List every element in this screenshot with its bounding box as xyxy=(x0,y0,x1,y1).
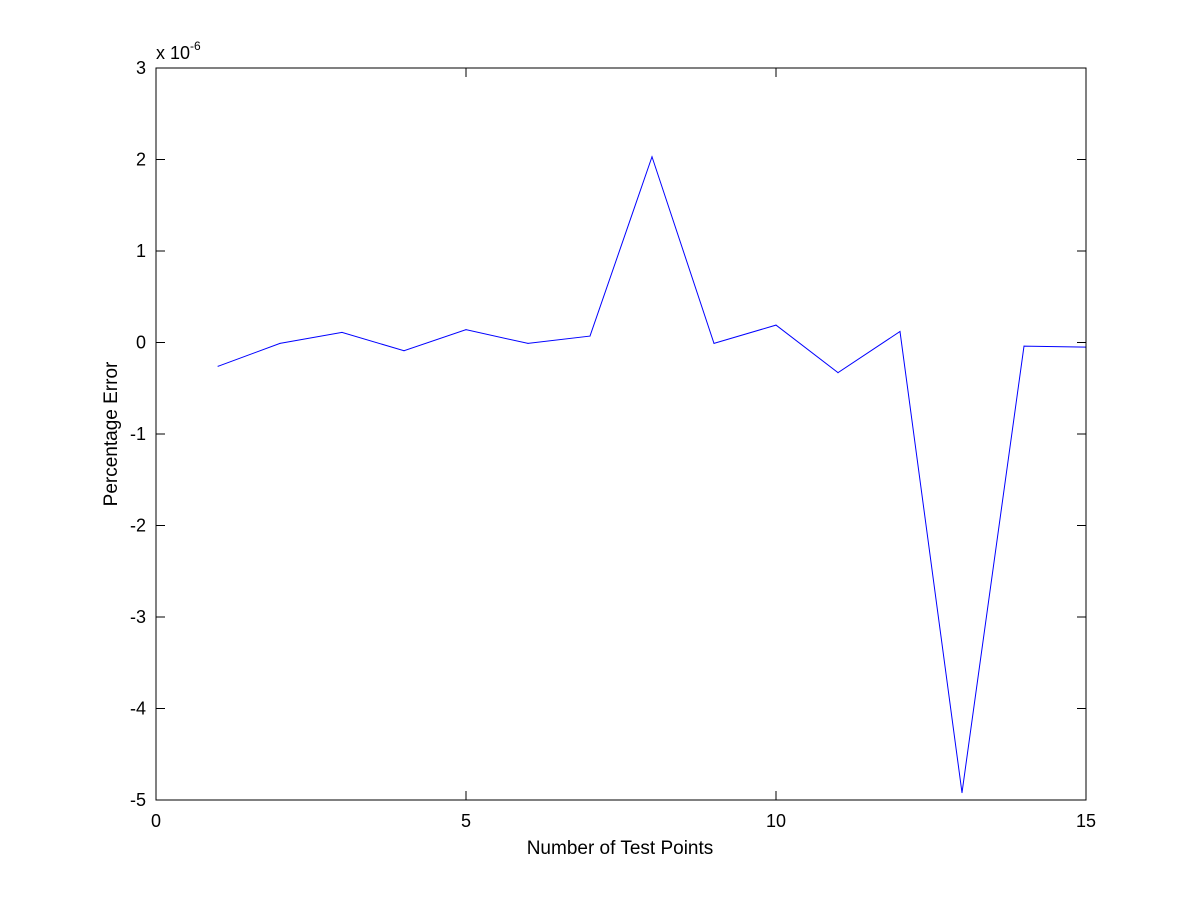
y-tick-label: 2 xyxy=(136,150,146,170)
data-point xyxy=(837,372,839,374)
x-axis-label: Number of Test Points xyxy=(527,838,714,859)
plot-area xyxy=(156,68,1086,800)
y-multiplier-label: x 10-6 xyxy=(156,39,201,63)
data-point xyxy=(279,342,281,344)
y-tick-label: -5 xyxy=(130,790,146,810)
tick-labels: 0 5 10 15 -5 -4 -3 -2 -1 0 1 2 3 xyxy=(130,58,1096,831)
y-tick-label: -2 xyxy=(130,516,146,536)
data-point xyxy=(341,331,343,333)
y-multiplier-prefix: x 10 xyxy=(156,43,190,63)
data-point xyxy=(713,342,715,344)
data-point xyxy=(589,335,591,337)
y-tick-label: 3 xyxy=(136,58,146,78)
y-tick-label: -3 xyxy=(130,607,146,627)
data-point xyxy=(961,792,963,794)
data-point xyxy=(899,331,901,333)
plot-frame xyxy=(155,67,1087,801)
data-point xyxy=(217,365,219,367)
x-tick-label: 0 xyxy=(151,811,161,831)
y-axis-label: Percentage Error xyxy=(101,361,122,506)
data-point xyxy=(465,329,467,331)
data-point xyxy=(1023,345,1025,347)
x-tick-label: 10 xyxy=(766,811,786,831)
y-tick-label: -1 xyxy=(130,424,146,444)
y-tick-label: 0 xyxy=(136,333,146,353)
data-point xyxy=(775,324,777,326)
data-point xyxy=(651,156,653,158)
x-tick-label: 15 xyxy=(1076,811,1096,831)
data-point xyxy=(527,342,529,344)
x-tick-label: 5 xyxy=(461,811,471,831)
y-tick-label: 1 xyxy=(136,241,146,261)
data-point xyxy=(403,350,405,352)
y-multiplier-exponent: -6 xyxy=(190,39,201,53)
y-tick-label: -4 xyxy=(130,699,146,719)
